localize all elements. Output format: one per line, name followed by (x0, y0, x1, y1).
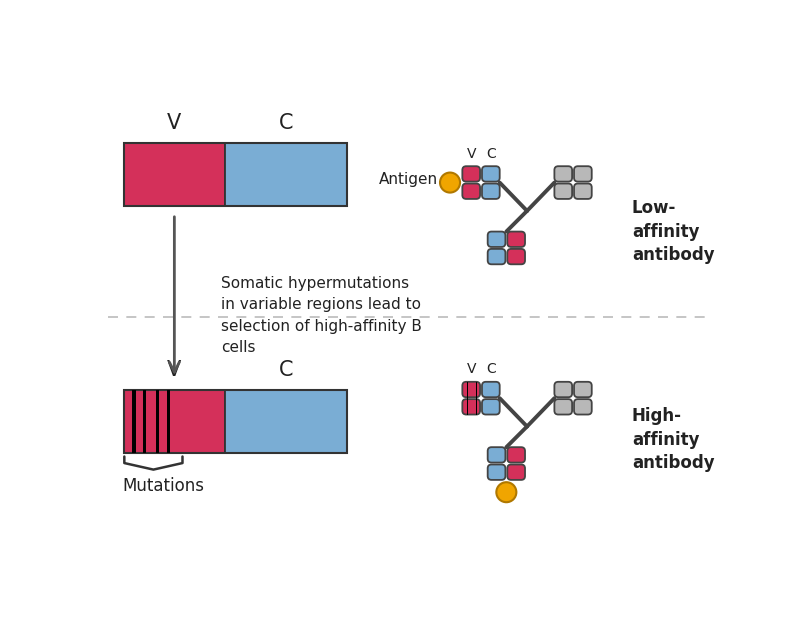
FancyBboxPatch shape (507, 465, 525, 480)
Text: C: C (486, 147, 496, 161)
Text: C: C (278, 359, 294, 379)
FancyBboxPatch shape (507, 232, 525, 247)
Text: V: V (167, 113, 182, 133)
FancyBboxPatch shape (462, 399, 480, 414)
FancyBboxPatch shape (574, 399, 592, 414)
Text: High-
affinity
antibody: High- affinity antibody (632, 407, 714, 472)
FancyBboxPatch shape (462, 382, 480, 397)
Text: V: V (167, 359, 182, 379)
Bar (167, 389, 170, 453)
Bar (123, 389, 225, 453)
Bar (156, 389, 159, 453)
FancyBboxPatch shape (482, 183, 500, 199)
Text: Low-
affinity
antibody: Low- affinity antibody (632, 199, 714, 264)
Bar (225, 143, 347, 206)
Text: V: V (466, 147, 476, 161)
FancyBboxPatch shape (574, 183, 592, 199)
FancyBboxPatch shape (554, 166, 572, 181)
FancyBboxPatch shape (507, 249, 525, 264)
FancyBboxPatch shape (554, 382, 572, 397)
FancyBboxPatch shape (482, 399, 500, 414)
FancyBboxPatch shape (482, 166, 500, 181)
FancyBboxPatch shape (462, 166, 480, 181)
FancyBboxPatch shape (554, 399, 572, 414)
FancyBboxPatch shape (488, 249, 506, 264)
FancyBboxPatch shape (574, 382, 592, 397)
Bar (142, 389, 146, 453)
FancyBboxPatch shape (462, 183, 480, 199)
Text: C: C (486, 362, 496, 376)
Bar (225, 389, 347, 453)
Bar (123, 389, 347, 453)
Bar (123, 143, 347, 206)
Circle shape (496, 482, 516, 502)
FancyBboxPatch shape (488, 232, 506, 247)
Text: C: C (278, 113, 294, 133)
FancyBboxPatch shape (488, 465, 506, 480)
Circle shape (440, 173, 460, 193)
Bar (123, 143, 225, 206)
Text: Antigen: Antigen (378, 172, 438, 187)
Text: Somatic hypermutations
in variable regions lead to
selection of high-affinity B
: Somatic hypermutations in variable regio… (222, 276, 422, 355)
Bar (133, 389, 136, 453)
FancyBboxPatch shape (488, 447, 506, 463)
FancyBboxPatch shape (574, 166, 592, 181)
FancyBboxPatch shape (482, 382, 500, 397)
Text: Mutations: Mutations (122, 477, 205, 495)
FancyBboxPatch shape (507, 447, 525, 463)
Text: V: V (466, 362, 476, 376)
FancyBboxPatch shape (554, 183, 572, 199)
